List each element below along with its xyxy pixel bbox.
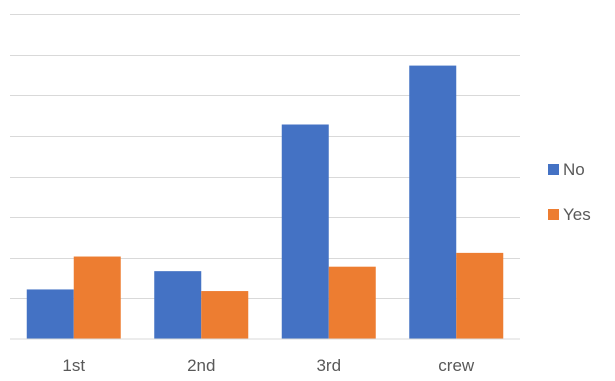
- legend: No Yes: [548, 160, 591, 224]
- legend-label-yes: Yes: [563, 205, 591, 224]
- bar-yes-2nd: [201, 291, 249, 339]
- x-tick-labels: 1st 2nd 3rd crew: [62, 356, 475, 375]
- bar-no-crew: [409, 65, 457, 339]
- bar-no-2nd: [154, 271, 202, 339]
- x-tick-label: 2nd: [187, 356, 215, 375]
- x-tick-label: crew: [438, 356, 475, 375]
- bar-yes-3rd: [328, 266, 376, 339]
- bar-no-1st: [26, 289, 74, 339]
- legend-label-no: No: [563, 160, 585, 179]
- legend-swatch-no: [548, 164, 559, 175]
- x-tick-label: 3rd: [316, 356, 341, 375]
- bar-yes-1st: [73, 256, 121, 339]
- bar-no-3rd: [281, 124, 329, 339]
- bars: [26, 65, 504, 339]
- bar-yes-crew: [456, 252, 504, 339]
- x-tick-label: 1st: [62, 356, 85, 375]
- legend-swatch-yes: [548, 209, 559, 220]
